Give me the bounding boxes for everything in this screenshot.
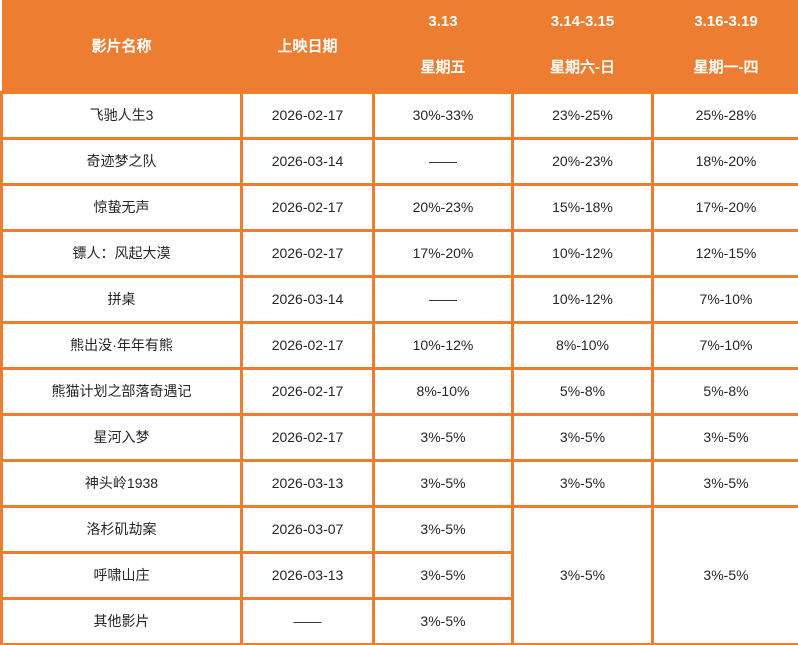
release-date-cell: 2026-02-17 — [240, 320, 375, 370]
table-row: 熊猫计划之部落奇遇记 2026-02-17 8%-10% 5%-8% 5%-8% — [0, 366, 798, 416]
header-period-fri: 3.13 星期五 — [373, 0, 513, 92]
forecast-cell: 8%-10% — [372, 366, 514, 416]
table-row: 镖人：风起大漠 2026-02-17 17%-20% 10%-12% 12%-1… — [0, 228, 798, 278]
forecast-cell: 3%-5% — [651, 412, 798, 462]
forecast-cell: 5%-8% — [651, 366, 798, 416]
header-period-weekend: 3.14-3.15 星期六-日 — [512, 0, 653, 92]
forecast-cell: 17%-20% — [372, 228, 514, 278]
forecast-cell: 3%-5% — [651, 458, 798, 508]
forecast-cell: —— — [372, 136, 514, 186]
movie-name-cell: 飞驰人生3 — [0, 90, 243, 140]
forecast-cell: 25%-28% — [651, 90, 798, 140]
period-date: 3.13 — [428, 13, 458, 31]
forecast-cell: 3%-5% — [372, 458, 514, 508]
movie-name-cell: 其他影片 — [0, 596, 243, 645]
forecast-cell: 20%-23% — [372, 182, 514, 232]
release-date-cell: 2026-03-14 — [240, 274, 375, 324]
forecast-cell: 3%-5% — [511, 412, 654, 462]
release-date-cell: 2026-02-17 — [240, 228, 375, 278]
forecast-cell: 15%-18% — [511, 182, 654, 232]
movie-name-cell: 拼桌 — [0, 274, 243, 324]
forecast-cell: 12%-15% — [651, 228, 798, 278]
forecast-cell: 10%-12% — [372, 320, 514, 370]
period-day: 星期一-四 — [693, 59, 759, 77]
release-date-cell: —— — [240, 596, 375, 645]
forecast-cell: 10%-12% — [511, 274, 654, 324]
table-row: 飞驰人生3 2026-02-17 30%-33% 23%-25% 25%-28% — [0, 90, 798, 140]
forecast-cell: 7%-10% — [651, 320, 798, 370]
release-date-cell: 2026-03-13 — [240, 458, 375, 508]
table-row: 神头岭1938 2026-03-13 3%-5% 3%-5% 3%-5% — [0, 458, 798, 508]
release-date-cell: 2026-03-14 — [240, 136, 375, 186]
period-date: 3.14-3.15 — [550, 13, 615, 31]
period-day: 星期六-日 — [550, 59, 615, 77]
forecast-cell: —— — [372, 274, 514, 324]
table-row: 呼啸山庄 2026-03-13 3%-5% — [0, 550, 798, 600]
forecast-cell: 10%-12% — [511, 228, 654, 278]
movie-name-cell: 奇迹梦之队 — [0, 136, 243, 186]
forecast-cell: 18%-20% — [651, 136, 798, 186]
movie-name-cell: 惊蛰无声 — [0, 182, 243, 232]
table-row: 熊出没·年年有熊 2026-02-17 10%-12% 8%-10% 7%-10… — [0, 320, 798, 370]
header-release-date: 上映日期 — [241, 0, 374, 92]
forecast-cell: 3%-5% — [511, 458, 654, 508]
forecast-cell: 5%-8% — [511, 366, 654, 416]
release-date-cell: 2026-02-17 — [240, 412, 375, 462]
movie-name-cell: 星河入梦 — [0, 412, 243, 462]
table-row: 惊蛰无声 2026-02-17 20%-23% 15%-18% 17%-20% — [0, 182, 798, 232]
movie-name-cell: 熊出没·年年有熊 — [0, 320, 243, 370]
movie-name-cell: 镖人：风起大漠 — [0, 228, 243, 278]
movie-name-cell: 熊猫计划之部落奇遇记 — [0, 366, 243, 416]
forecast-cell-merged: 3%-5% — [651, 504, 798, 645]
header-period-weekdays: 3.16-3.19 星期一-四 — [652, 0, 798, 92]
period-day: 星期五 — [420, 59, 466, 77]
movie-name-cell: 呼啸山庄 — [0, 550, 243, 600]
movie-name-cell: 神头岭1938 — [0, 458, 243, 508]
forecast-cell-merged: 3%-5% — [511, 504, 654, 645]
forecast-cell: 3%-5% — [372, 596, 514, 645]
forecast-cell: 17%-20% — [651, 182, 798, 232]
table-row: 星河入梦 2026-02-17 3%-5% 3%-5% 3%-5% — [0, 412, 798, 462]
forecast-cell: 30%-33% — [372, 90, 514, 140]
forecast-cell: 8%-10% — [511, 320, 654, 370]
release-date-cell: 2026-02-17 — [240, 182, 375, 232]
header-movie-name-label: 影片名称 — [91, 37, 152, 55]
forecast-cell: 23%-25% — [511, 90, 654, 140]
forecast-cell: 20%-23% — [511, 136, 654, 186]
forecast-cell: 3%-5% — [372, 412, 514, 462]
header-row: 影片名称 上映日期 3.13 星期五 3.14-3.15 星期六-日 — [1, 0, 798, 92]
header-movie-name: 影片名称 — [1, 0, 242, 92]
release-date-cell: 2026-02-17 — [240, 366, 375, 416]
table-row: 拼桌 2026-03-14 —— 10%-12% 7%-10% — [0, 274, 798, 324]
forecast-cell: 3%-5% — [372, 550, 514, 600]
table-row: 奇迹梦之队 2026-03-14 —— 20%-23% 18%-20% — [0, 136, 798, 186]
release-date-cell: 2026-03-13 — [240, 550, 375, 600]
forecast-cell: 3%-5% — [372, 504, 514, 554]
table-row: 洛杉矶劫案 2026-03-07 3%-5% 3%-5% 3%-5% — [0, 504, 798, 645]
period-date: 3.16-3.19 — [694, 13, 758, 31]
header-release-date-label: 上映日期 — [277, 37, 338, 55]
table-row: 其他影片 —— 3%-5% — [0, 596, 798, 645]
forecast-cell: 7%-10% — [651, 274, 798, 324]
release-date-cell: 2026-03-07 — [240, 504, 375, 554]
release-date-cell: 2026-02-17 — [240, 90, 375, 140]
movie-name-cell: 洛杉矶劫案 — [0, 504, 243, 554]
